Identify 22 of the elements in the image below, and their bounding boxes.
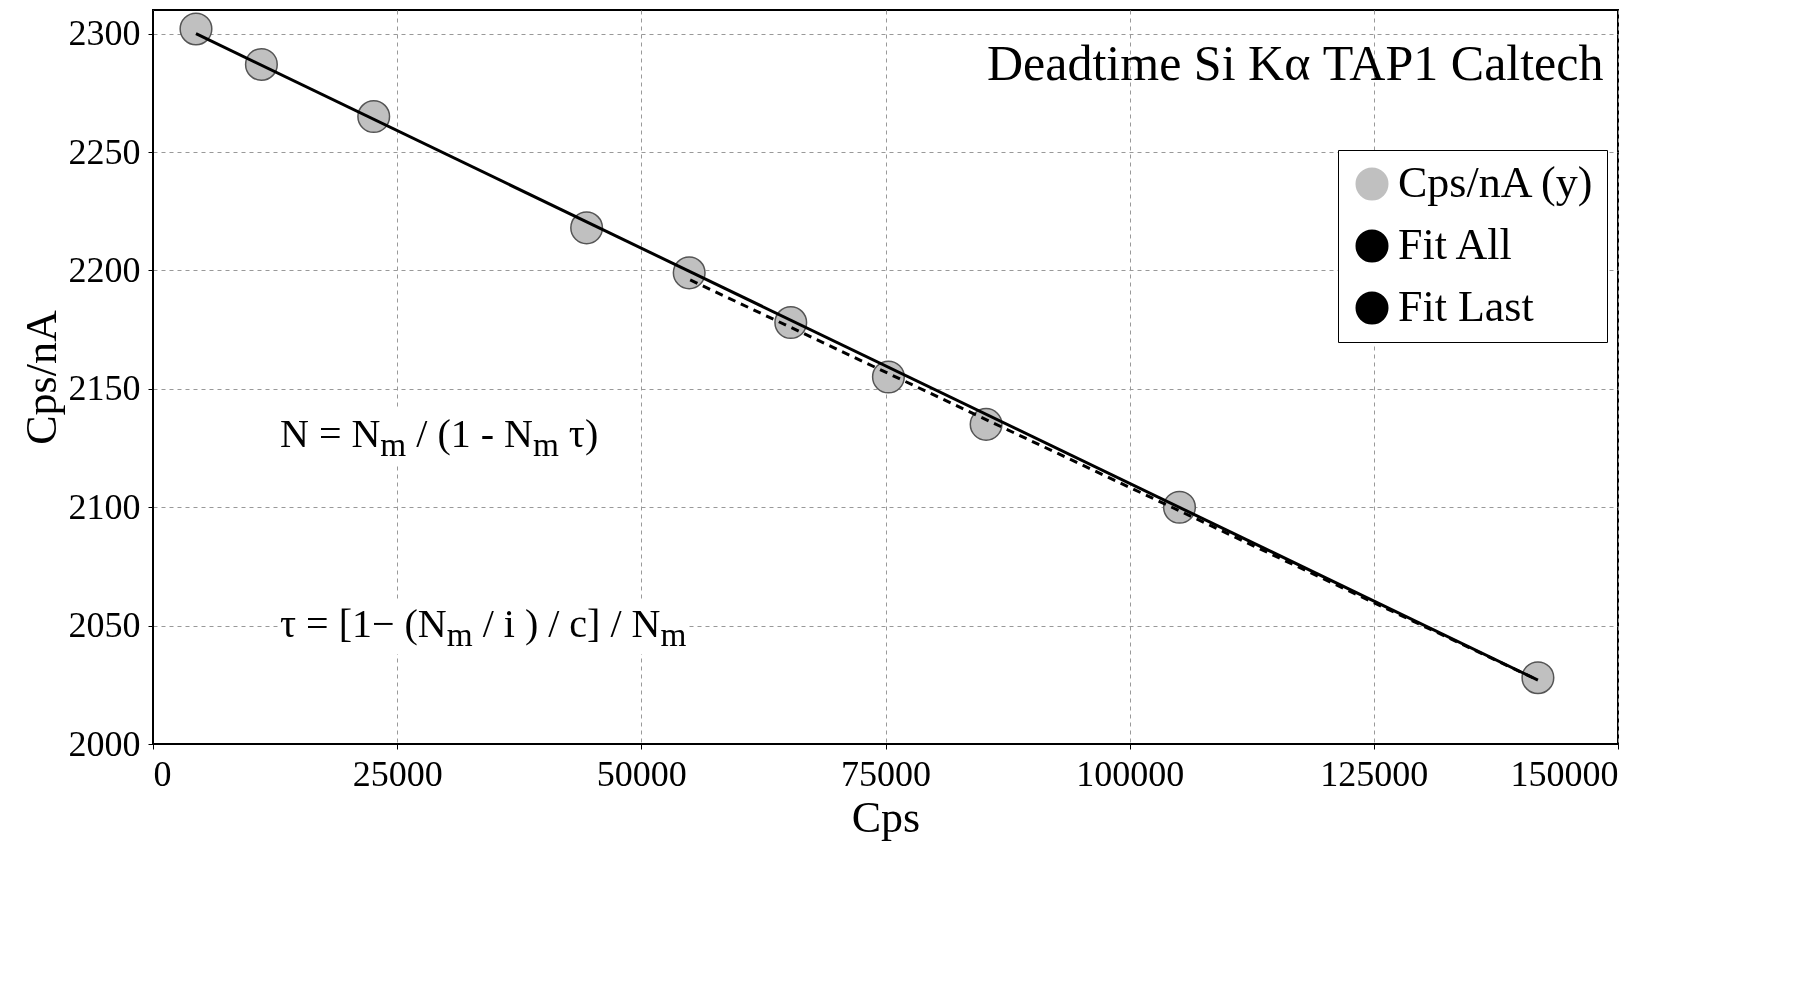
- x-tick-label: 100000: [1076, 753, 1185, 794]
- legend-label: Fit Last: [1398, 282, 1534, 331]
- y-tick-label: 2100: [68, 486, 141, 527]
- x-tick-label: 150000: [1510, 753, 1619, 794]
- x-axis-title: Cps: [851, 792, 921, 842]
- x-tick-label: 25000: [352, 753, 443, 794]
- y-axis-title: Cps/nA: [16, 310, 66, 445]
- x-tick-label: 50000: [596, 753, 687, 794]
- x-tick-label: 75000: [841, 753, 931, 794]
- y-tick-label: 2000: [68, 723, 141, 764]
- x-tick-label: 0: [153, 753, 172, 794]
- annotation: τ = [1− (N$_{m}$ / i ) / c] / N$_{m}$: [280, 600, 687, 654]
- legend-label: Cps/nA (y): [1398, 158, 1593, 207]
- annotation: N = N$_{m}$ / (1 - N$_{m}$ τ): [280, 410, 599, 464]
- legend-label: Fit All: [1398, 220, 1512, 269]
- y-tick-label: 2200: [68, 249, 141, 290]
- y-tick-label: 2250: [68, 131, 141, 172]
- text: Deadtime Si Kα TAP1 Caltech: [986, 35, 1604, 91]
- y-tick-label: 2150: [68, 368, 141, 409]
- y-tick-label: 2300: [68, 13, 141, 54]
- y-tick-label: 2050: [68, 605, 141, 646]
- x-tick-label: 125000: [1320, 753, 1429, 794]
